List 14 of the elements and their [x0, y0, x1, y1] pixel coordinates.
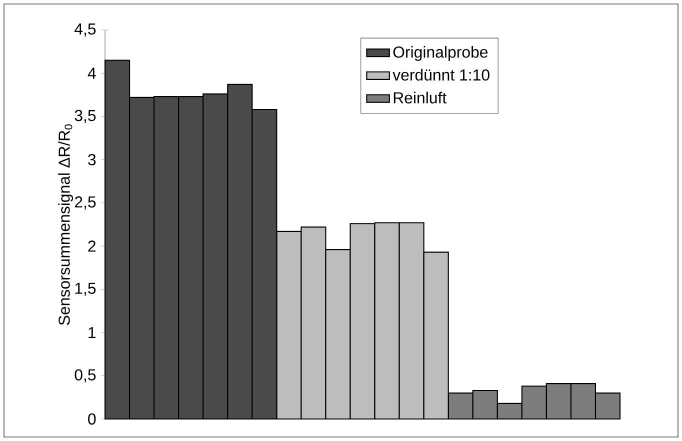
legend-label: Reinluft	[394, 92, 447, 104]
y-tick-label: 2	[88, 240, 96, 252]
y-tick-label: 2,5	[74, 196, 96, 210]
y-tick-label: 4	[88, 68, 96, 79]
y-axis-title: Sensorsummensignal ΔR/R$_{0}$	[58, 124, 74, 325]
legend-label: verdünnt 1:10	[392, 68, 490, 81]
legend-label: Originalprobe	[393, 46, 488, 61]
y-tick-label: 1,5	[75, 282, 96, 296]
y-tick-label: 0	[88, 413, 96, 425]
y-tick-label: 1	[88, 327, 96, 338]
y-tick-label: 3	[88, 154, 96, 166]
y-tick-label: 4,5	[74, 24, 96, 37]
y-tick-label: 0,5	[74, 369, 96, 382]
y-tick-label: 3,5	[74, 110, 96, 124]
